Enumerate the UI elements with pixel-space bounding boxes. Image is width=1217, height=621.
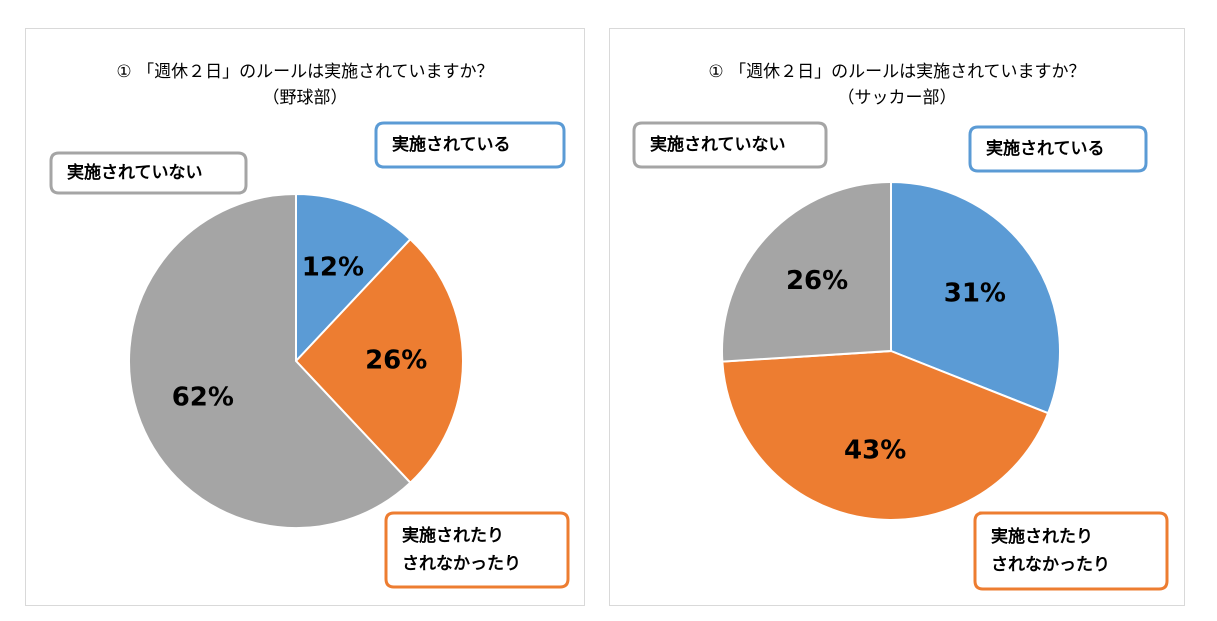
callout-text: 実施されたり: [402, 525, 504, 546]
callout-bubble: [384, 511, 570, 589]
callout-text: 実施されている: [392, 134, 511, 155]
pie-slice: [720, 180, 892, 363]
callout-bubble: [49, 151, 248, 195]
pie-slices: [128, 192, 464, 529]
pie-value-label: 26%: [786, 266, 848, 296]
callout-bubble: [973, 511, 1169, 591]
callout-label: 実施されている: [374, 121, 566, 169]
chart-title: ① 「週休２日」のルールは実施されていますか？: [116, 62, 494, 82]
callout-label: 実施されている: [968, 125, 1148, 173]
pie-slice: [294, 237, 464, 485]
pie-slice: [721, 349, 1050, 522]
callout-bubble: [632, 121, 828, 169]
callout-bubble: [374, 121, 566, 169]
chart-title-block: ① 「週休２日」のルールは実施されていますか？ （サッカー部）: [610, 59, 1184, 111]
callout-text: 実施されていない: [650, 134, 786, 155]
callout-text: されなかったり: [402, 554, 521, 574]
callout-text: されなかったり: [991, 555, 1110, 575]
pie-slices: [720, 180, 1061, 522]
chart-subtitle: （サッカー部）: [837, 88, 957, 108]
callout-text: 実施されている: [986, 138, 1105, 159]
pie-value-label: 26%: [365, 346, 427, 376]
callout-text: 実施されていない: [67, 162, 203, 183]
pie-slice: [295, 192, 412, 364]
callout-bubble: [968, 125, 1148, 173]
chart-title-block: ① 「週休２日」のルールは実施されていますか？ （野球部）: [26, 59, 584, 111]
pie-slice: [890, 180, 1061, 415]
callout-text: 実施されたり: [991, 526, 1093, 547]
pie-value-label: 62%: [172, 382, 234, 412]
chart-panel-soccer: ① 「週休２日」のルールは実施されていますか？ （サッカー部） 31% 43% 26…: [609, 28, 1185, 606]
callout-label: 実施されていない: [49, 151, 248, 195]
callout-label: 実施されていない: [632, 121, 828, 169]
pie-value-label: 43%: [844, 436, 906, 466]
chart-title: ① 「週休２日」のルールは実施されていますか？: [708, 62, 1086, 82]
chart-panel-baseball: ① 「週休２日」のルールは実施されていますか？ （野球部） 12% 26% 62% 実…: [25, 28, 585, 606]
chart-subtitle: （野球部）: [262, 88, 348, 108]
pie-value-label: 31%: [944, 279, 1006, 309]
pie-slice: [128, 192, 412, 529]
pie-value-label: 12%: [302, 252, 364, 282]
